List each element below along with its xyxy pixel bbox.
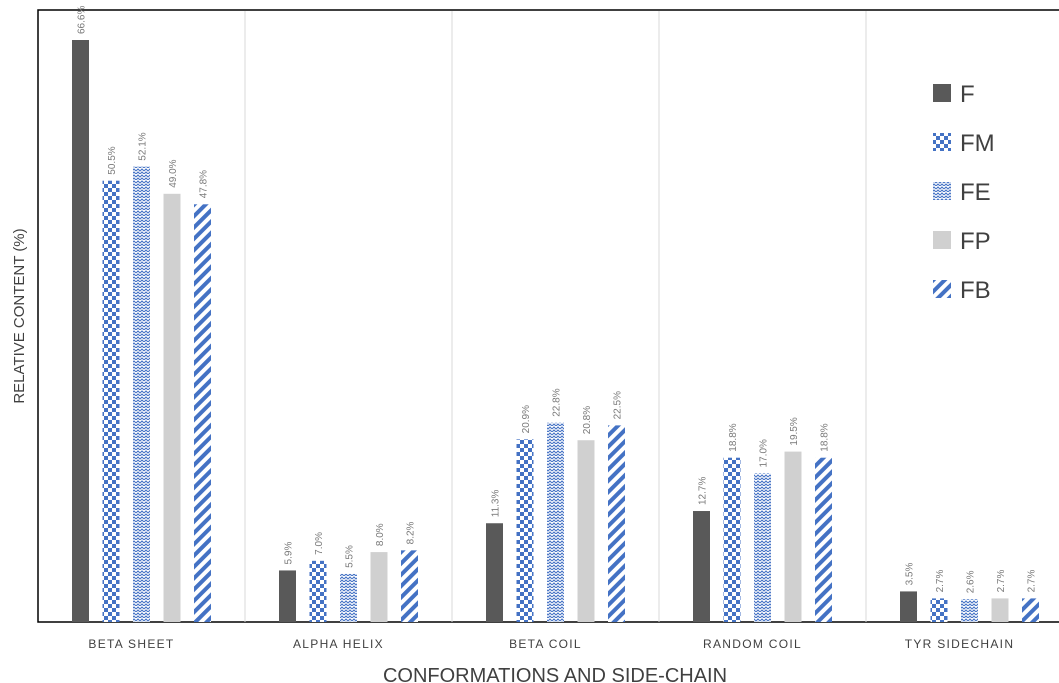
- legend-label-fe: FE: [960, 179, 991, 206]
- legend-swatch-fm: [933, 133, 951, 151]
- data-label-f-beta-coil: 11.3%: [491, 490, 502, 518]
- bar-fb-beta-coil: [608, 425, 625, 622]
- legend-item-f: F: [933, 81, 975, 108]
- data-label-fb-alpha-helix: 8.2%: [406, 521, 417, 544]
- legend-item-fp: FP: [933, 228, 991, 255]
- bar-f-beta-sheet: [72, 40, 89, 622]
- bar-fm-beta-sheet: [102, 180, 120, 622]
- x-tick-labels-group: BETA SHEET ALPHA HELIX BETA COIL RANDOM COI…: [88, 637, 1015, 651]
- data-label-fp-beta-coil: 20.8%: [582, 406, 593, 434]
- x-tick-label-tyr-sidechain: TYR SIDECHAIN: [905, 637, 1015, 651]
- legend-item-fe: FE: [933, 179, 991, 206]
- legend-swatch-fb: [933, 280, 951, 298]
- bar-fe-random-coil: [754, 473, 771, 622]
- data-label-fe-tyr-sidechain: 2.6%: [966, 570, 977, 593]
- bar-fe-alpha-helix: [340, 573, 357, 622]
- legend-label-fb: FB: [960, 277, 991, 304]
- data-label-fb-beta-sheet: 47.8%: [199, 170, 210, 198]
- bar-fp-beta-coil: [577, 440, 595, 622]
- bar-fe-beta-coil: [547, 422, 564, 622]
- legend-item-fb: FB: [933, 277, 991, 304]
- bar-fm-tyr-sidechain: [930, 598, 948, 622]
- legend: F FM FE FP FB: [933, 81, 995, 304]
- bar-fm-beta-coil: [516, 439, 534, 622]
- legend-swatch-f: [933, 84, 951, 102]
- bar-fp-beta-sheet: [163, 193, 181, 622]
- data-label-fp-alpha-helix: 8.0%: [375, 523, 386, 546]
- data-label-fp-beta-sheet: 49.0%: [168, 159, 179, 187]
- legend-label-fp: FP: [960, 228, 991, 255]
- legend-swatch-fp: [933, 231, 951, 249]
- x-tick-label-random-coil: RANDOM COIL: [703, 637, 802, 651]
- bar-fm-random-coil: [723, 457, 741, 622]
- data-label-fm-alpha-helix: 7.0%: [314, 532, 325, 555]
- data-label-fp-random-coil: 19.5%: [789, 417, 800, 445]
- legend-label-f: F: [960, 81, 975, 108]
- x-tick-label-beta-coil: BETA COIL: [509, 637, 582, 651]
- data-label-fm-beta-sheet: 50.5%: [107, 146, 118, 174]
- legend-item-fm: FM: [933, 130, 995, 157]
- category-separators: [244, 11, 867, 622]
- data-label-fe-beta-sheet: 52.1%: [138, 132, 149, 160]
- data-label-fe-random-coil: 17.0%: [759, 439, 770, 467]
- data-label-fm-random-coil: 18.8%: [728, 423, 739, 451]
- bar-fb-alpha-helix: [401, 550, 418, 622]
- bar-fb-beta-sheet: [194, 204, 211, 623]
- y-axis-title: RELATIVE CONTENT (%): [11, 228, 28, 403]
- x-axis-title: CONFORMATIONS AND SIDE-CHAIN: [383, 665, 727, 683]
- data-label-f-tyr-sidechain: 3.5%: [905, 563, 916, 586]
- data-label-fe-alpha-helix: 5.5%: [345, 545, 356, 568]
- data-label-fm-tyr-sidechain: 2.7%: [935, 570, 946, 593]
- data-label-f-alpha-helix: 5.9%: [284, 542, 295, 565]
- bar-f-random-coil: [693, 511, 710, 622]
- data-label-fb-beta-coil: 22.5%: [613, 391, 624, 419]
- bar-fp-tyr-sidechain: [991, 598, 1009, 622]
- x-tick-label-beta-sheet: BETA SHEET: [88, 637, 174, 651]
- bar-fe-beta-sheet: [133, 166, 150, 622]
- data-label-fp-tyr-sidechain: 2.7%: [996, 570, 1007, 593]
- bar-fe-tyr-sidechain: [961, 599, 978, 622]
- bar-fb-random-coil: [815, 457, 832, 622]
- data-label-fb-tyr-sidechain: 2.7%: [1027, 570, 1038, 593]
- bar-fb-tyr-sidechain: [1022, 598, 1039, 622]
- bar-f-beta-coil: [486, 523, 503, 622]
- data-label-f-random-coil: 12.7%: [698, 477, 709, 505]
- bar-f-alpha-helix: [279, 570, 296, 622]
- bar-f-tyr-sidechain: [900, 591, 917, 622]
- data-labels-group: 66.6% 50.5% 52.1% 49.0% 47.8% 5.9% 7.0% 5.5% 8.0…: [77, 6, 1038, 594]
- data-label-f-beta-sheet: 66.6%: [77, 6, 88, 34]
- x-tick-label-alpha-helix: ALPHA HELIX: [293, 637, 384, 651]
- bar-fm-alpha-helix: [309, 560, 327, 622]
- legend-swatch-fe: [933, 182, 951, 200]
- bars-group: [72, 40, 1039, 623]
- bar-fp-alpha-helix: [370, 552, 388, 622]
- data-label-fb-random-coil: 18.8%: [820, 423, 831, 451]
- legend-label-fm: FM: [960, 130, 995, 157]
- bar-fp-random-coil: [784, 451, 802, 622]
- data-label-fe-beta-coil: 22.8%: [552, 388, 563, 416]
- data-label-fm-beta-coil: 20.9%: [521, 405, 532, 433]
